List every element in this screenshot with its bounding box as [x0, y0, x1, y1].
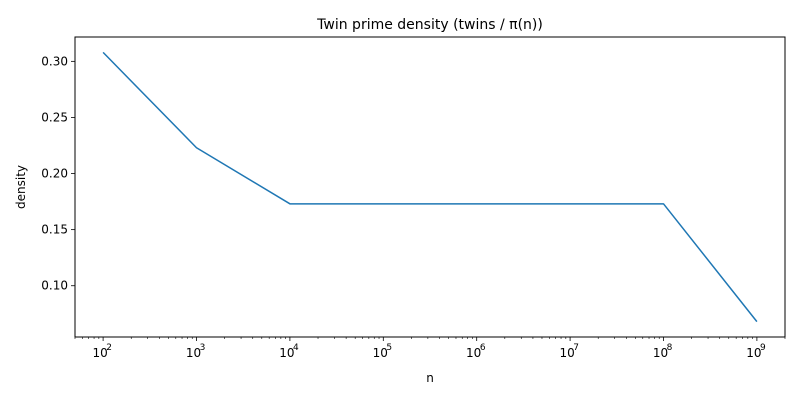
- x-tick-label: 10: [373, 346, 388, 360]
- chart-title: Twin prime density (twins / π(n)): [316, 17, 543, 33]
- x-tick-exponent: 7: [573, 343, 579, 353]
- series-layer: [102, 51, 758, 323]
- x-minor-ticks: [74, 337, 786, 339]
- plot-area: [74, 36, 786, 338]
- x-tick-label: 10: [653, 346, 668, 360]
- series-line: [102, 51, 758, 323]
- y-tick-label: 0.15: [41, 223, 68, 237]
- x-tick-exponent: 4: [293, 343, 299, 353]
- x-tick-label: 10: [466, 346, 481, 360]
- x-tick-exponent: 2: [106, 343, 112, 353]
- x-tick-exponent: 9: [760, 343, 766, 353]
- x-tick-exponent: 8: [667, 343, 673, 353]
- y-axis-label: density: [14, 165, 28, 209]
- x-tick-exponent: 3: [200, 343, 206, 353]
- x-tick-label: 10: [186, 346, 201, 360]
- x-tick-label: 10: [279, 346, 294, 360]
- x-tick-label: 10: [559, 346, 574, 360]
- y-tick-label: 0.20: [41, 167, 68, 181]
- y-tick-label: 0.10: [41, 279, 68, 293]
- x-axis-ticks: 102 103 104 105 106 107 108 109: [92, 337, 766, 360]
- y-tick-label: 0.30: [41, 54, 68, 68]
- x-axis-label: n: [426, 371, 434, 385]
- y-axis-ticks: 0.10 0.15 0.20 0.25 0.30: [41, 54, 75, 293]
- x-tick-label: 10: [746, 346, 761, 360]
- y-tick-label: 0.25: [41, 110, 68, 124]
- x-tick-label: 10: [92, 346, 107, 360]
- x-tick-exponent: 6: [480, 343, 486, 353]
- x-tick-exponent: 5: [386, 343, 392, 353]
